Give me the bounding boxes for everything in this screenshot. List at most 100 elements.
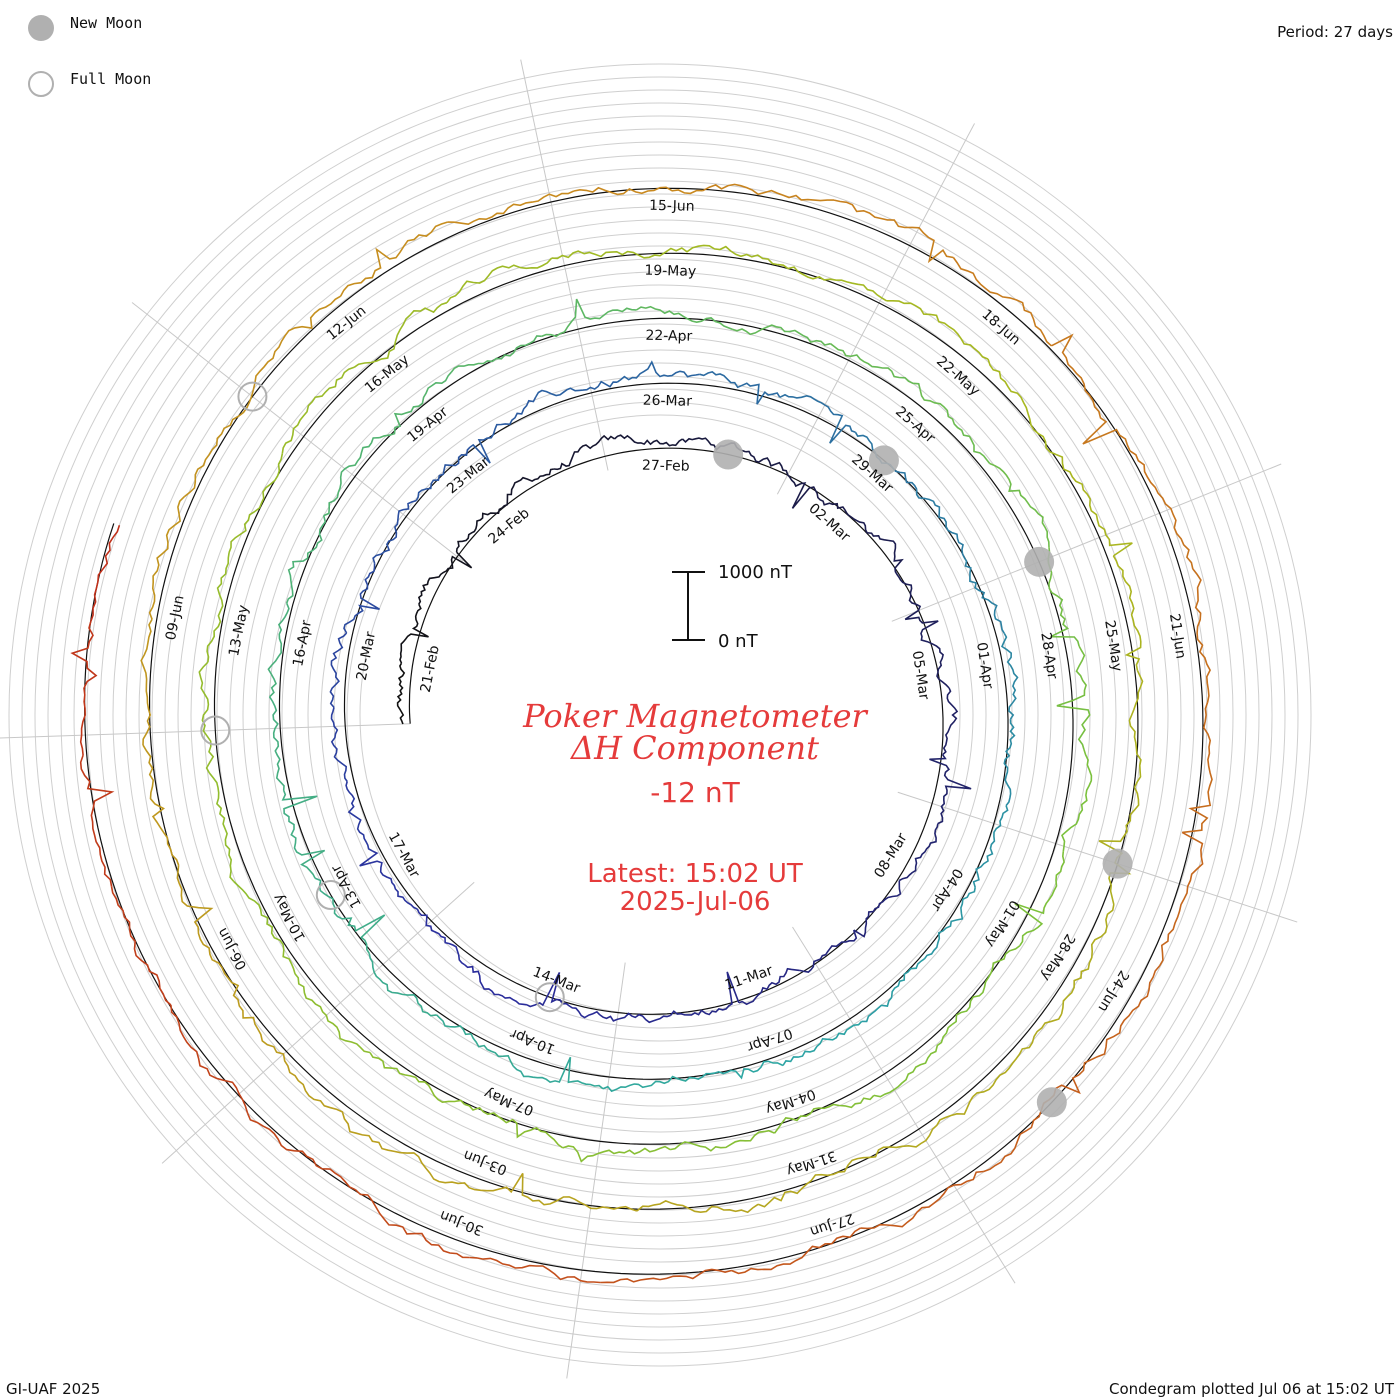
new-moon-marker xyxy=(1102,848,1133,879)
grid-ring xyxy=(8,63,1312,1367)
grid-ring xyxy=(151,206,1169,1224)
new-moon-marker xyxy=(713,439,744,470)
trace-segment xyxy=(285,515,327,604)
radial-spokes xyxy=(0,59,1298,1379)
trace-segment xyxy=(1158,831,1204,967)
date-label: 19-May xyxy=(644,263,696,280)
trace-segment xyxy=(664,244,779,266)
trace-segment xyxy=(90,525,121,622)
trace-segment xyxy=(929,754,972,825)
grid-ring xyxy=(255,310,1065,1120)
trace-segment xyxy=(110,886,172,1006)
trace-segment xyxy=(268,696,285,791)
full-moon-marker xyxy=(534,982,565,1013)
trace-segment xyxy=(355,1189,470,1259)
date-label: 22-Apr xyxy=(645,328,692,345)
grid-ring xyxy=(73,128,1247,1302)
trace-segment xyxy=(1112,555,1142,671)
trace-segment xyxy=(140,618,153,746)
trace-segment xyxy=(952,257,1052,347)
trace-segment xyxy=(521,1173,638,1212)
trace-segment xyxy=(1129,450,1194,570)
trace-segment xyxy=(853,518,904,569)
trace-segment xyxy=(573,186,703,196)
trace-segment xyxy=(553,434,616,471)
trace-segment xyxy=(464,964,528,1006)
trace-segment xyxy=(359,850,418,910)
trace-segment xyxy=(469,396,537,464)
grid-ring xyxy=(112,167,1208,1263)
trace-segment xyxy=(920,620,950,689)
radial-spoke xyxy=(891,463,1282,622)
trace-segment xyxy=(987,358,1057,456)
trace-segment xyxy=(614,434,683,447)
trace-segment xyxy=(1055,453,1133,557)
trace-segment xyxy=(791,482,855,520)
trace-segment xyxy=(732,324,831,346)
date-label: 21-Feb xyxy=(418,644,443,694)
trace-segment xyxy=(915,489,966,559)
trace-segment xyxy=(323,436,380,517)
trace-segment xyxy=(599,1012,671,1024)
trace-segment xyxy=(541,298,637,338)
trace-segment xyxy=(1061,749,1093,852)
trace-segment xyxy=(70,621,98,756)
grid-ring xyxy=(281,336,1039,1094)
radial-spoke xyxy=(897,791,1298,923)
trace-segment xyxy=(396,662,406,725)
scale-top-label: 1000 nT xyxy=(718,562,792,583)
trace-segment xyxy=(989,462,1050,548)
full-moon-label: Full Moon xyxy=(70,70,152,88)
trace-segment xyxy=(281,790,326,879)
trace-segment xyxy=(372,499,417,564)
trace-segment xyxy=(281,366,355,454)
grid-ring xyxy=(164,219,1156,1211)
grid-ring xyxy=(242,297,1078,1133)
new-moon-marker xyxy=(1036,1087,1067,1118)
radial-spoke xyxy=(161,881,475,1164)
grid-ring xyxy=(21,76,1299,1354)
grid-ring xyxy=(125,180,1195,1250)
baseline-spiral xyxy=(84,187,1204,1275)
date-label: 12-Jun xyxy=(324,303,370,344)
trace-segment xyxy=(702,183,834,202)
date-label: 26-Mar xyxy=(642,393,692,410)
new-moon-label: New Moon xyxy=(70,14,143,32)
date-label: 27-Feb xyxy=(642,458,690,475)
date-label: 28-Apr xyxy=(1037,631,1060,680)
trace-segment xyxy=(693,1060,784,1080)
trace-segment xyxy=(779,393,856,444)
date-label: 15-Jun xyxy=(649,198,695,215)
trace-segment xyxy=(972,1013,1063,1098)
trace-segment xyxy=(1000,633,1019,720)
trace-segment xyxy=(963,557,1005,634)
trace-segment xyxy=(861,958,925,1023)
trace-segment xyxy=(1014,851,1065,947)
grid-ring xyxy=(177,232,1143,1198)
trace-segment xyxy=(799,929,858,973)
trace-segment xyxy=(562,1145,671,1163)
trace-segment xyxy=(246,1112,356,1191)
trace-segment xyxy=(267,602,290,698)
trace-segment xyxy=(551,250,666,260)
trace-segment xyxy=(206,552,230,663)
date-label: 02-Mar xyxy=(805,500,853,545)
period-label: Period: 27 days xyxy=(1277,23,1393,41)
new-moon-icon xyxy=(28,15,54,41)
latest-line1: Latest: 15:02 UT xyxy=(587,859,803,889)
trace-segment xyxy=(1098,786,1140,905)
date-label: 03-Jun xyxy=(461,1146,509,1177)
trace-segment xyxy=(731,1227,861,1275)
trace-segment xyxy=(1182,702,1213,834)
title-line1: Poker Magnetometer xyxy=(523,697,867,735)
trace-segment xyxy=(898,823,939,882)
trace-segment xyxy=(170,1004,249,1114)
date-label: 07-Apr xyxy=(745,1025,795,1055)
date-label: 24-Jun xyxy=(1094,967,1131,1014)
trace-segment xyxy=(1128,670,1144,788)
radial-spoke xyxy=(792,926,1016,1284)
radial-spoke xyxy=(131,302,464,562)
trace-segment xyxy=(227,977,300,1082)
trace-segment xyxy=(782,1020,863,1066)
